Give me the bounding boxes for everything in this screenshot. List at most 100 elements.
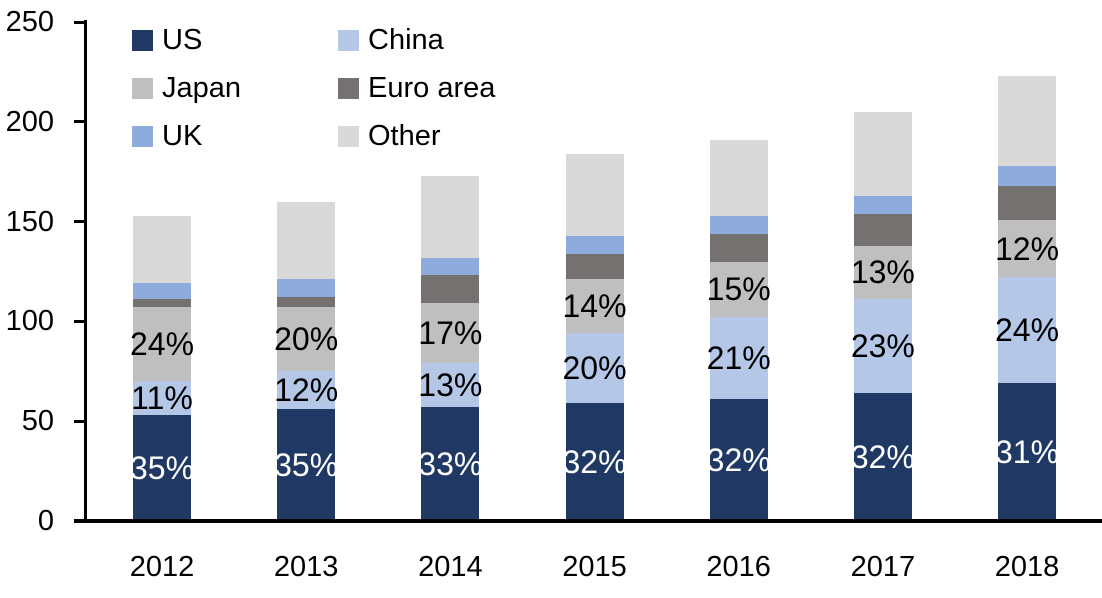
bar-segment-uk-2012 [133, 283, 191, 300]
segment-label-china-2013: 12% [274, 372, 339, 409]
bar-segment-uk-2018 [998, 165, 1057, 186]
bar-segment-uk-2017 [853, 195, 912, 214]
bar-segment-uk-2014 [421, 257, 480, 276]
legend-item-uk: UK [132, 120, 338, 152]
bar-segment-uk-2013 [277, 279, 336, 298]
bar-segment-japan-2017 [853, 245, 912, 300]
y-axis-tick-mark [74, 220, 86, 224]
segment-label-us-2013: 35% [274, 447, 339, 484]
legend-swatch-china-icon [338, 30, 359, 51]
x-axis-label-2012: 2012 [129, 551, 195, 583]
x-axis-label-2016: 2016 [706, 551, 771, 583]
x-axis-line [74, 519, 1102, 523]
bar-segment-euro-area-2015 [565, 253, 624, 280]
bar-segment-euro-area-2016 [709, 233, 768, 262]
bar-segment-other-2017 [853, 111, 912, 196]
segment-label-japan-2012: 24% [129, 326, 195, 363]
bar-segment-china-2016 [709, 317, 768, 400]
bar-segment-other-2012 [133, 215, 191, 284]
legend: US China Japan Euro area UK Other [132, 24, 496, 152]
legend-swatch-euro-area-icon [338, 78, 359, 99]
y-axis-tick-mark [74, 319, 86, 323]
x-axis-label-2014: 2014 [418, 551, 483, 583]
x-axis-label-2013: 2013 [273, 551, 339, 583]
legend-swatch-japan-icon [132, 78, 153, 99]
y-axis-tick-label: 50 [21, 405, 54, 438]
bar-segment-china-2018 [998, 277, 1057, 384]
bar-segment-japan-2016 [709, 261, 768, 318]
bar-segment-us-2016 [709, 399, 768, 521]
segment-label-japan-2017: 13% [850, 254, 915, 291]
legend-swatch-other-icon [338, 126, 359, 147]
legend-label-euro-area: Euro area [368, 72, 496, 104]
y-axis-line [84, 20, 87, 522]
segment-label-us-2016: 32% [706, 442, 771, 479]
legend-item-other: Other [338, 120, 495, 152]
segment-label-us-2014: 33% [418, 446, 483, 483]
segment-label-us-2012: 35% [129, 450, 195, 487]
bar-segment-china-2015 [565, 333, 624, 404]
y-axis-tick-mark [74, 20, 86, 24]
segment-label-japan-2018: 12% [994, 230, 1060, 267]
segment-label-japan-2015: 14% [562, 288, 627, 325]
bar-segment-china-2012 [133, 381, 191, 416]
y-axis-tick-label: 200 [5, 105, 54, 138]
x-axis-label-2015: 2015 [562, 551, 627, 583]
segment-label-us-2018: 31% [994, 434, 1060, 471]
legend-item-china: China [338, 24, 495, 56]
segment-label-china-2018: 24% [994, 312, 1060, 349]
legend-label-japan: Japan [162, 72, 242, 104]
segment-label-us-2015: 32% [562, 444, 627, 481]
bar-segment-us-2014 [421, 407, 480, 521]
bar-segment-china-2014 [421, 363, 480, 408]
x-axis-label-2017: 2017 [850, 551, 916, 583]
bar-segment-euro-area-2012 [133, 299, 191, 308]
legend-label-us: US [162, 24, 203, 56]
bar-segment-china-2017 [853, 299, 912, 394]
segment-label-japan-2014: 17% [418, 315, 483, 352]
bar-segment-other-2018 [998, 75, 1057, 166]
segment-label-china-2012: 11% [131, 380, 193, 417]
bar-segment-japan-2015 [565, 279, 624, 334]
segment-label-china-2017: 23% [850, 328, 915, 365]
y-axis-tick-label: 250 [5, 6, 54, 38]
legend-label-other: Other [368, 120, 441, 152]
legend-item-japan: Japan [132, 72, 338, 104]
x-axis-label-2018: 2018 [994, 551, 1060, 583]
segment-label-china-2016: 21% [706, 340, 771, 377]
segment-label-china-2014: 13% [418, 367, 483, 404]
bar-segment-euro-area-2013 [277, 297, 336, 308]
bar-segment-china-2013 [277, 371, 336, 410]
bar-segment-euro-area-2017 [853, 213, 912, 246]
segment-label-us-2017: 32% [850, 439, 915, 476]
legend-swatch-uk-icon [132, 126, 153, 147]
bar-segment-japan-2013 [277, 307, 336, 372]
segment-label-china-2015: 20% [562, 350, 627, 387]
bar-segment-us-2015 [565, 403, 624, 521]
bar-segment-japan-2018 [998, 219, 1057, 278]
legend-item-euro-area: Euro area [338, 72, 496, 104]
segment-label-japan-2016: 15% [706, 271, 771, 308]
y-axis-tick-mark [74, 120, 86, 124]
y-axis-tick-mark [74, 419, 86, 423]
bar-segment-japan-2012 [133, 307, 191, 382]
legend-label-uk: UK [162, 120, 203, 152]
bar-segment-uk-2016 [709, 215, 768, 234]
bar-segment-japan-2014 [421, 303, 480, 364]
bar-segment-us-2012 [133, 415, 191, 521]
y-axis-tick-label: 100 [5, 305, 54, 338]
segment-label-japan-2013: 20% [274, 321, 339, 358]
bar-segment-uk-2015 [565, 235, 624, 254]
legend-label-china: China [368, 24, 444, 56]
bar-segment-other-2014 [421, 175, 480, 258]
bar-segment-other-2016 [709, 139, 768, 216]
bar-segment-us-2013 [277, 409, 336, 521]
legend-swatch-us-icon [132, 30, 153, 51]
y-axis-tick-label: 150 [5, 205, 54, 238]
bar-segment-us-2018 [998, 383, 1057, 521]
bar-segment-euro-area-2018 [998, 185, 1057, 220]
bar-segment-other-2013 [277, 201, 336, 280]
bar-segment-other-2015 [565, 153, 624, 236]
legend-item-us: US [132, 24, 338, 56]
